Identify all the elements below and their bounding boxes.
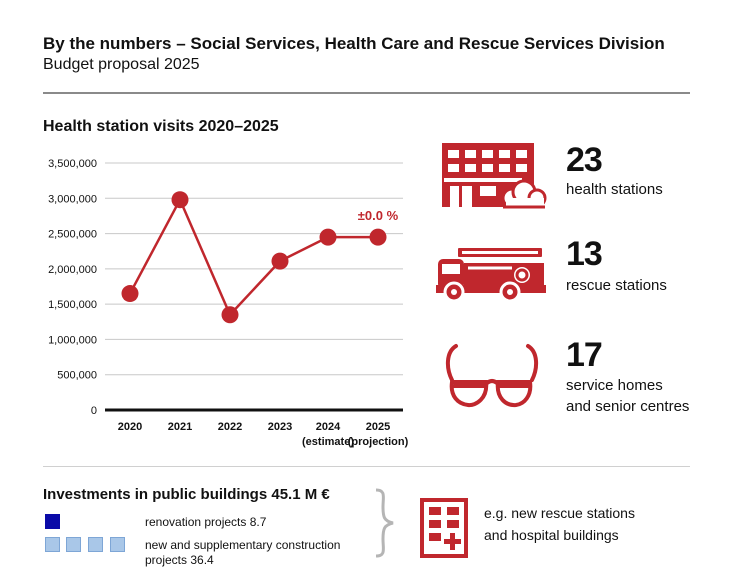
- x-tick-label: 2023: [268, 421, 292, 433]
- health-station-building-icon: [442, 143, 547, 209]
- data-point: [319, 228, 337, 246]
- series-line: [128, 198, 378, 316]
- construction-square: [88, 537, 103, 552]
- top-divider: [43, 92, 690, 94]
- y-tick-label: 1,000,000: [48, 334, 97, 346]
- y-tick-label: 2,000,000: [48, 264, 97, 276]
- line-chart: 0 500,000 1,000,000 1,500,000 2,000,000 2,500…: [48, 158, 409, 448]
- hospital-building-icon: [420, 498, 468, 558]
- stat-service-homes-label-line1: service homes: [566, 377, 663, 394]
- fire-truck-icon: [436, 248, 546, 303]
- stat-health-stations-number: 23: [566, 141, 603, 179]
- data-point: [369, 228, 387, 246]
- investments-title: Investments in public buildings 45.1 M €: [43, 486, 330, 503]
- data-point: [271, 252, 289, 270]
- stat-rescue-stations-number: 13: [566, 235, 603, 273]
- x-tick-label: 2022: [218, 421, 242, 433]
- stat-service-homes-number: 17: [566, 336, 603, 374]
- change-annotation: ±0.0 %: [358, 208, 399, 223]
- data-point: [121, 285, 139, 303]
- y-tick-label: 2,500,000: [48, 229, 97, 241]
- page-title: By the numbers – Social Services, Health…: [43, 34, 665, 53]
- curly-brace-icon: [375, 488, 394, 558]
- construction-label-line1: new and supplementary construction: [145, 538, 341, 552]
- x-tick-label: 2024: [316, 421, 341, 433]
- data-point: [221, 306, 239, 324]
- renovation-square: [45, 514, 60, 529]
- construction-label-line2: projects 36.4: [145, 553, 214, 567]
- x-tick-label: (projection): [348, 436, 409, 448]
- stat-rescue-stations-label: rescue stations: [566, 277, 667, 294]
- data-point: [171, 191, 189, 209]
- investment-example: e.g. new rescue stations and hospital bu…: [484, 502, 635, 546]
- x-tick-label: (estimate): [302, 436, 354, 448]
- renovation-label: renovation projects 8.7: [145, 515, 267, 529]
- x-tick-label: 2025: [366, 421, 390, 433]
- stat-health-stations-label: health stations: [566, 181, 663, 198]
- x-tick-label: 2020: [118, 421, 142, 433]
- middle-divider: [43, 466, 690, 467]
- y-tick-label: 3,000,000: [48, 193, 97, 205]
- example-line2: and hospital buildings: [484, 527, 619, 543]
- stat-service-homes-label-line2: and senior centres: [566, 398, 690, 415]
- construction-square: [110, 537, 125, 552]
- y-tick-label: 3,500,000: [48, 158, 97, 170]
- example-line1: e.g. new rescue stations: [484, 505, 635, 521]
- y-tick-label: 1,500,000: [48, 299, 97, 311]
- glasses-icon: [445, 344, 539, 408]
- y-tick-label: 0: [91, 405, 97, 417]
- y-tick-label: 500,000: [57, 370, 97, 382]
- chart-title: Health station visits 2020–2025: [43, 118, 279, 135]
- x-tick-label: 2021: [168, 421, 192, 433]
- construction-square: [45, 537, 60, 552]
- page-subtitle: Budget proposal 2025: [43, 56, 200, 73]
- construction-square: [66, 537, 81, 552]
